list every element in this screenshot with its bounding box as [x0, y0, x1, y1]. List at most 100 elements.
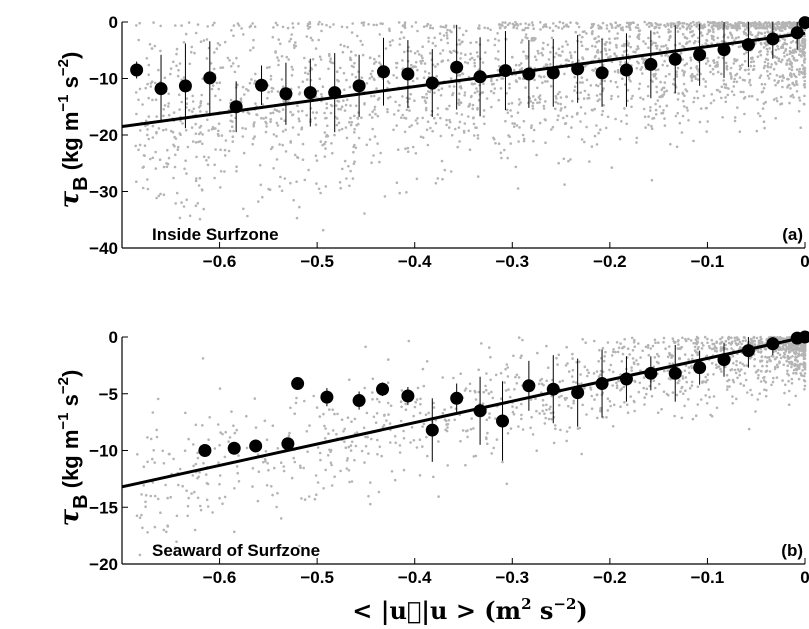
raw-data-dot — [366, 435, 369, 439]
raw-data-dot — [606, 341, 610, 344]
raw-data-dot — [603, 47, 607, 50]
raw-data-dot — [578, 33, 581, 37]
raw-data-dot — [214, 127, 217, 130]
raw-data-dot — [593, 134, 597, 138]
raw-data-dot — [632, 399, 636, 403]
raw-data-dot — [712, 342, 716, 346]
raw-data-dot — [639, 369, 642, 373]
raw-data-dot — [642, 61, 645, 64]
raw-data-dot — [375, 23, 379, 27]
raw-data-dot — [532, 27, 535, 31]
raw-data-dot — [609, 55, 612, 58]
raw-data-dot — [689, 339, 693, 342]
raw-data-dot — [730, 34, 734, 37]
raw-data-dot — [538, 97, 542, 101]
raw-data-dot — [785, 359, 788, 363]
raw-data-dot — [269, 78, 273, 81]
raw-data-dot — [698, 120, 702, 124]
raw-data-dot — [169, 495, 172, 499]
raw-data-dot — [597, 375, 601, 378]
raw-data-dot — [388, 40, 392, 44]
raw-data-dot — [365, 411, 369, 415]
raw-data-dot — [605, 53, 608, 56]
raw-data-dot — [644, 57, 647, 61]
raw-data-dot — [532, 39, 535, 42]
raw-data-dot — [564, 364, 568, 367]
mean-point — [227, 441, 241, 455]
raw-data-dot — [615, 341, 619, 344]
raw-data-dot — [458, 42, 462, 46]
raw-data-dot — [202, 461, 205, 465]
raw-data-dot — [598, 348, 601, 352]
raw-data-dot — [794, 356, 797, 359]
raw-data-dot — [575, 112, 579, 116]
raw-data-dot — [456, 145, 460, 149]
raw-data-dot — [223, 170, 226, 173]
raw-data-dot — [516, 187, 520, 190]
raw-data-dot — [735, 359, 738, 363]
raw-data-dot — [557, 53, 561, 57]
raw-data-dot — [342, 430, 345, 433]
raw-data-dot — [681, 375, 684, 378]
mean-point — [766, 337, 780, 351]
raw-data-dot — [233, 530, 236, 534]
raw-data-dot — [734, 36, 738, 40]
raw-data-dot — [752, 64, 756, 68]
raw-data-dot — [257, 470, 261, 474]
raw-data-dot — [339, 469, 342, 473]
raw-data-dot — [721, 40, 724, 43]
raw-data-dot — [355, 431, 359, 434]
raw-data-dot — [541, 53, 544, 57]
raw-data-dot — [293, 46, 296, 50]
raw-data-dot — [724, 343, 727, 347]
raw-data-dot — [726, 21, 729, 24]
raw-data-dot — [372, 415, 376, 419]
raw-data-dot — [486, 39, 490, 42]
raw-data-dot — [763, 31, 767, 35]
raw-data-dot — [632, 341, 636, 344]
raw-data-dot — [577, 25, 581, 29]
raw-data-dot — [279, 461, 283, 465]
raw-data-dot — [760, 342, 763, 345]
raw-data-dot — [363, 102, 366, 105]
raw-data-dot — [446, 41, 450, 45]
x-tick-label: 0 — [800, 568, 809, 587]
raw-data-dot — [305, 78, 309, 81]
raw-data-dot — [766, 53, 769, 56]
raw-data-dot — [463, 122, 467, 125]
raw-data-dot — [608, 41, 612, 44]
raw-data-dot — [273, 108, 277, 111]
raw-data-dot — [571, 357, 574, 360]
raw-data-dot — [735, 397, 738, 401]
raw-data-dot — [318, 415, 322, 418]
raw-data-dot — [276, 124, 280, 127]
raw-data-dot — [699, 31, 703, 34]
raw-data-dot — [268, 188, 272, 191]
raw-data-dot — [565, 95, 568, 98]
raw-data-dot — [694, 350, 698, 354]
raw-data-dot — [337, 107, 340, 111]
raw-data-dot — [658, 48, 662, 52]
raw-data-dot — [389, 95, 392, 99]
raw-data-dot — [389, 441, 392, 444]
raw-data-dot — [412, 439, 416, 442]
raw-data-dot — [730, 336, 733, 340]
raw-data-dot — [231, 140, 235, 143]
raw-data-dot — [677, 357, 681, 361]
raw-data-dot — [783, 21, 787, 25]
raw-data-dot — [169, 72, 172, 76]
raw-data-dot — [153, 81, 157, 85]
raw-data-dot — [466, 435, 469, 439]
raw-data-dot — [743, 52, 746, 56]
raw-data-dot — [201, 142, 204, 146]
raw-data-dot — [323, 155, 327, 158]
raw-data-dot — [733, 59, 736, 62]
raw-data-dot — [668, 72, 671, 76]
raw-data-dot — [170, 129, 173, 133]
raw-data-dot — [422, 384, 426, 388]
raw-data-dot — [468, 389, 472, 393]
raw-data-dot — [482, 390, 486, 394]
raw-data-dot — [482, 82, 485, 86]
raw-data-dot — [543, 422, 547, 425]
raw-data-dot — [390, 470, 394, 473]
